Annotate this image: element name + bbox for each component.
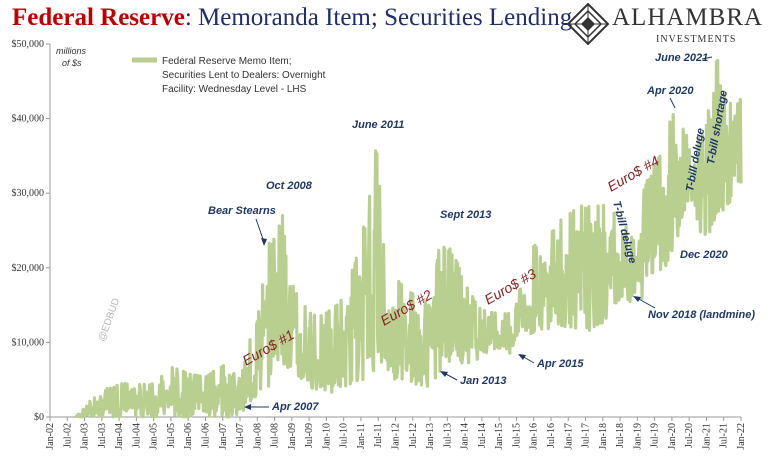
series-line-securities-lent bbox=[74, 58, 743, 419]
x-tick-label: Jan-22 bbox=[736, 423, 747, 450]
x-tick-label: Jan-10 bbox=[321, 423, 332, 450]
x-tick-label: Jan-06 bbox=[183, 423, 194, 450]
x-tick-label: Jan-16 bbox=[529, 423, 540, 450]
x-tick-label: Jan-04 bbox=[114, 423, 125, 450]
units-label-line-2: of $s bbox=[62, 58, 82, 68]
x-tick-label: Jul-18 bbox=[615, 423, 626, 448]
x-tick-label: Jul-17 bbox=[581, 423, 592, 448]
x-tick-label: Jan-11 bbox=[356, 423, 367, 449]
x-tick-label: Jan-03 bbox=[80, 423, 91, 450]
x-tick-label: Jan-07 bbox=[218, 423, 229, 450]
arrowhead-apr-2007 bbox=[244, 404, 251, 410]
y-tick-label: $10,000 bbox=[12, 337, 45, 348]
logo-name: ALHAMBRA bbox=[612, 4, 764, 31]
annotation-bear-stearns: Bear Stearns bbox=[208, 205, 276, 217]
x-tick-label: Jan-20 bbox=[667, 423, 678, 450]
alhambra-logo: ALHAMBRA INVESTMENTS bbox=[566, 2, 766, 48]
x-tick-label: Jan-17 bbox=[563, 423, 574, 450]
x-axis-ticks: Jan-02 Jul-02 Jan-03 Jul-03 Jan-04 Jul-04 Jan-… bbox=[45, 417, 747, 450]
x-tick-label: Jan-21 bbox=[701, 423, 712, 450]
x-tick-label: Jul-04 bbox=[131, 423, 142, 448]
annotation-oct-2008: Oct 2008 bbox=[266, 180, 313, 192]
x-tick-label: Jul-13 bbox=[442, 423, 453, 448]
annotation-apr-2007: Apr 2007 bbox=[271, 401, 319, 413]
x-tick-label: Jul-08 bbox=[270, 423, 281, 448]
y-tick-label: $0 bbox=[34, 412, 44, 423]
x-tick-label: Jul-05 bbox=[166, 423, 177, 448]
x-tick-label: Jul-06 bbox=[200, 423, 211, 448]
annotation-sept-2013: Sept 2013 bbox=[440, 209, 491, 221]
x-tick-label: Jan-15 bbox=[494, 423, 505, 450]
legend-line-2: Securities Lent to Dealers: Overnight bbox=[162, 70, 326, 81]
x-tick-label: Jan-05 bbox=[149, 423, 160, 450]
arrowhead-jan-2013 bbox=[440, 371, 448, 377]
euro-label-3: Euro$ #3 bbox=[482, 265, 539, 307]
annotation-nov-2018: Nov 2018 (landmine) bbox=[648, 309, 755, 321]
series-layer bbox=[74, 58, 743, 419]
legend: Federal Reserve Memo Item; Securities Le… bbox=[132, 56, 326, 95]
chart-title: Federal Reserve: Memoranda Item; Securit… bbox=[12, 4, 572, 32]
x-tick-label: Jul-14 bbox=[477, 423, 488, 448]
x-tick-label: Jul-21 bbox=[719, 423, 730, 448]
chart-title-lead: Federal Reserve bbox=[12, 4, 185, 31]
arrow-nov-2018 bbox=[636, 297, 656, 309]
x-tick-label: Jul-19 bbox=[650, 423, 661, 448]
x-tick-label: Jul-12 bbox=[408, 423, 419, 448]
annotation-apr-2020: Apr 2020 bbox=[646, 85, 694, 97]
x-tick-label: Jul-11 bbox=[373, 423, 384, 448]
arrow-june-2021 bbox=[701, 56, 713, 60]
y-tick-label: $50,000 bbox=[12, 39, 45, 50]
arrow-apr-2020 bbox=[669, 97, 676, 109]
x-tick-label: Jan-19 bbox=[632, 423, 643, 450]
annotation-apr-2015: Apr 2015 bbox=[536, 358, 584, 370]
x-tick-label: Jul-03 bbox=[97, 423, 108, 448]
watermark-handle: @EDBUD bbox=[96, 297, 122, 343]
x-tick-label: Jul-09 bbox=[304, 423, 315, 448]
x-tick-label: Jul-20 bbox=[684, 423, 695, 448]
x-tick-label: Jan-14 bbox=[460, 423, 471, 450]
x-tick-label: Jan-13 bbox=[425, 423, 436, 450]
arrow-bear-stearns bbox=[255, 218, 265, 243]
annotation-june-2011: June 2011 bbox=[352, 119, 404, 131]
legend-line-1: Federal Reserve Memo Item; bbox=[162, 56, 292, 67]
units-label-line-1: millions bbox=[56, 46, 87, 56]
x-tick-label: Jan-02 bbox=[45, 423, 56, 450]
arrowhead-bear-stearns bbox=[261, 238, 267, 246]
x-tick-label: Jan-08 bbox=[252, 423, 263, 450]
x-tick-label: Jul-16 bbox=[546, 423, 557, 448]
x-tick-label: Jan-12 bbox=[391, 423, 402, 450]
annotation-june-2021: June 2021 bbox=[655, 52, 708, 64]
y-axis-ticks: $0 $10,000 $20,000 $30,000 $40,000 $50,000 bbox=[12, 39, 50, 423]
x-tick-label: Jul-02 bbox=[62, 423, 73, 448]
x-tick-label: Jan-18 bbox=[598, 423, 609, 450]
logo-subtitle: INVESTMENTS bbox=[656, 34, 737, 45]
annotation-dec-2020: Dec 2020 bbox=[680, 249, 729, 261]
alhambra-diamond-logo-icon bbox=[566, 2, 610, 46]
x-tick-label: Jul-10 bbox=[339, 423, 350, 448]
y-tick-label: $20,000 bbox=[12, 263, 45, 274]
x-tick-label: Jan-09 bbox=[287, 423, 298, 450]
legend-line-3: Facility: Wednesday Level - LHS bbox=[162, 84, 307, 95]
y-tick-label: $40,000 bbox=[12, 114, 45, 125]
chart-title-rest: : Memoranda Item; Securities Lending bbox=[184, 4, 573, 31]
arrowhead-apr-2015 bbox=[518, 354, 526, 360]
y-tick-label: $30,000 bbox=[12, 188, 45, 199]
arrowhead-nov-2018 bbox=[633, 296, 641, 302]
x-tick-label: Jul-15 bbox=[511, 423, 522, 448]
annotation-jan-2013: Jan 2013 bbox=[460, 375, 506, 387]
x-tick-label: Jul-07 bbox=[235, 423, 246, 448]
